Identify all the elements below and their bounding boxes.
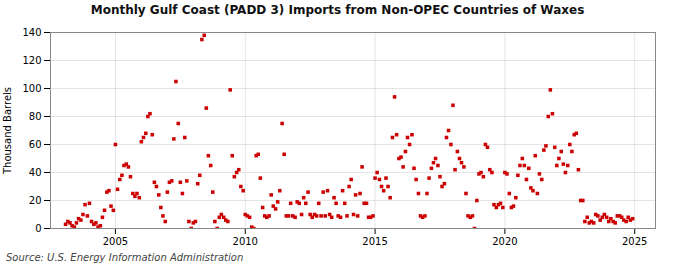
svg-text:80: 80 xyxy=(29,111,42,122)
svg-text:2015: 2015 xyxy=(362,236,387,247)
svg-text:100: 100 xyxy=(22,83,41,94)
svg-text:2025: 2025 xyxy=(622,236,647,247)
svg-text:Thousand Barrels: Thousand Barrels xyxy=(2,87,13,175)
html-text:Monthly Gulf Coast (PADD 3) Im: Monthly Gulf Coast (PADD 3) Imports from… xyxy=(90,3,585,17)
svg-text:120: 120 xyxy=(22,55,41,66)
svg-text:2005: 2005 xyxy=(103,236,128,247)
svg-text:0: 0 xyxy=(35,223,41,234)
svg-text:2020: 2020 xyxy=(492,236,517,247)
svg-text:20: 20 xyxy=(29,195,42,206)
svg-text:60: 60 xyxy=(29,139,42,150)
svg-text:40: 40 xyxy=(29,167,42,178)
svg-text:140: 140 xyxy=(22,27,41,38)
svg-text:2010: 2010 xyxy=(233,236,258,247)
html-text:Source: U.S. Energy Informatio: Source: U.S. Energy Information Administ… xyxy=(6,252,244,263)
